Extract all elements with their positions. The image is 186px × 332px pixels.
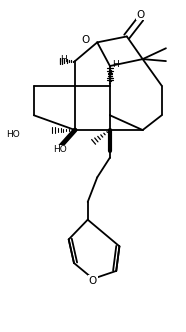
Text: H: H xyxy=(60,54,67,64)
Text: O: O xyxy=(137,10,145,20)
Text: O: O xyxy=(137,10,145,20)
Text: HO: HO xyxy=(6,130,20,139)
Text: O: O xyxy=(89,276,97,286)
Text: HO: HO xyxy=(6,130,20,139)
Text: H: H xyxy=(112,59,119,68)
Text: O: O xyxy=(82,36,90,45)
Text: HO: HO xyxy=(53,145,67,154)
Text: O: O xyxy=(82,36,90,45)
Text: O: O xyxy=(89,276,97,286)
Text: HO: HO xyxy=(53,145,67,154)
